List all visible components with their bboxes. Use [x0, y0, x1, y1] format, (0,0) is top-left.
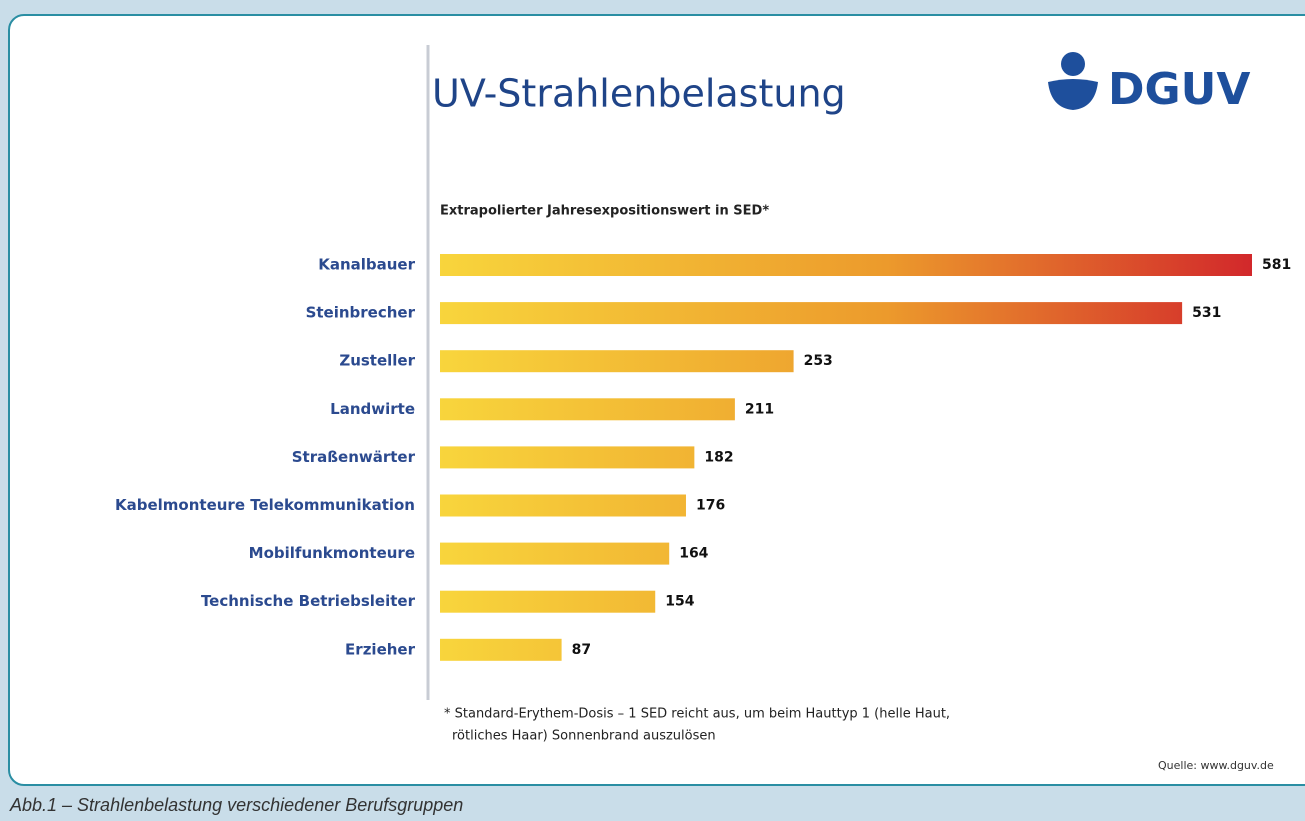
subtitle: Extrapolierter Jahresexpositionswert in … — [440, 204, 769, 219]
source: Quelle: www.dguv.de — [1158, 759, 1274, 772]
category-label: Kabelmonteure Telekommunikation — [115, 496, 415, 514]
value-label: 154 — [665, 594, 694, 610]
bar — [440, 590, 656, 613]
chart-title: UV-Strahlenbelastung — [432, 72, 846, 116]
category-label: Technische Betriebsleiter — [201, 592, 416, 610]
value-label: 164 — [679, 546, 708, 562]
value-label: 581 — [1262, 257, 1291, 273]
value-label: 253 — [804, 353, 833, 369]
category-label: Steinbrecher — [306, 304, 416, 322]
bar — [440, 302, 1183, 325]
caption: Abb.1 – Strahlenbelastung verschiedener … — [10, 795, 464, 815]
category-label: Kanalbauer — [318, 256, 415, 274]
category-label: Straßenwärter — [292, 448, 416, 466]
bar — [440, 350, 794, 373]
bar — [440, 542, 670, 565]
value-label: 176 — [696, 498, 725, 514]
footnote: * Standard-Erythem-Dosis – 1 SED reicht … — [444, 707, 950, 722]
bar — [440, 398, 735, 421]
category-label: Zusteller — [339, 352, 415, 370]
value-label: 87 — [572, 642, 591, 658]
bar — [440, 446, 695, 469]
bar — [440, 254, 1252, 276]
footnote: rötliches Haar) Sonnenbrand auszulösen — [452, 729, 716, 744]
chart: UV-Strahlenbelastung DGUV Extrapolierter… — [115, 45, 1291, 772]
bar — [440, 638, 562, 661]
category-label: Mobilfunkmonteure — [249, 544, 415, 562]
category-label: Landwirte — [330, 400, 415, 418]
value-label: 211 — [745, 401, 774, 417]
bar — [440, 494, 686, 517]
category-label: Erzieher — [345, 640, 416, 658]
value-label: 182 — [704, 449, 733, 465]
logo-text: DGUV — [1108, 64, 1250, 115]
logo: DGUV — [1048, 52, 1250, 115]
value-label: 531 — [1192, 305, 1221, 321]
